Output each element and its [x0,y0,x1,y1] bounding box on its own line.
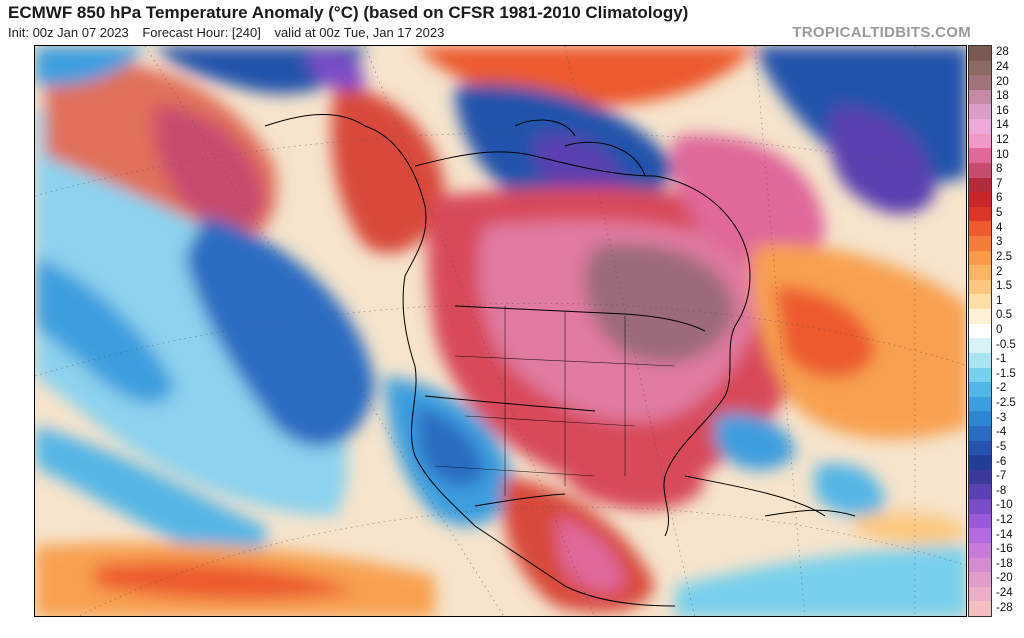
colorbar-swatch [969,162,991,178]
colorbar-swatch [969,221,991,237]
colorbar-label: 6 [996,192,1003,205]
colorbar-label: 5 [996,207,1003,220]
init-time: Init: 00z Jan 07 2023 [8,25,129,40]
anomaly-field [35,46,966,616]
colorbar-label: -4 [996,426,1007,439]
colorbar-label: 1.5 [996,280,1012,293]
colorbar-label: 18 [996,90,1009,103]
colorbar-swatch [969,46,991,61]
colorbar-label: -10 [996,499,1013,512]
colorbar-label: -16 [996,543,1013,556]
colorbar-swatch [969,352,991,368]
colorbar-label: -3 [996,411,1007,424]
colorbar-label: 16 [996,104,1009,117]
colorbar-swatch [969,601,991,617]
colorbar-label: -1 [996,353,1007,366]
header: ECMWF 850 hPa Temperature Anomaly (°C) (… [0,0,1024,46]
colorbar-label: 7 [996,177,1003,190]
colorbar-label: -7 [996,470,1007,483]
valid-time: valid at 00z Tue, Jan 17 2023 [274,25,445,40]
colorbar-swatch [969,484,991,500]
colorbar-label: 3 [996,236,1003,249]
colorbar-swatch [969,338,991,354]
colorbar-swatch [969,469,991,485]
site-watermark: TROPICALTIDBITS.COM [792,24,971,41]
colorbar-swatch [969,279,991,295]
map-title: ECMWF 850 hPa Temperature Anomaly (°C) (… [8,3,689,22]
colorbar-label: -12 [996,514,1013,526]
colorbar-swatch [969,557,991,573]
colorbar-swatch [969,426,991,441]
graticule [35,46,966,616]
colorbar-label: 1 [996,294,1003,307]
colorbar-swatch [969,60,991,76]
colorbar-label: 2 [996,265,1003,278]
colorbar-label: -0.5 [996,338,1016,351]
colorbar-swatch [969,382,991,398]
colorbar-label: 8 [996,163,1003,176]
colorbar-swatch [969,411,991,427]
colorbar-swatch [969,528,991,544]
colorbar-label: 24 [996,60,1009,73]
colorbar-swatch [969,206,991,222]
colorbar-label: 0.5 [996,309,1012,322]
colorbar-swatch [969,192,991,208]
colorbar-label: -24 [996,587,1013,600]
colorbar-swatch [969,89,991,105]
colorbar-label: -20 [996,572,1013,585]
colorbar-label: -2.5 [996,397,1016,410]
colorbar-swatch [969,323,991,339]
colorbar-label: -28 [996,601,1013,614]
colorbar-swatch [969,572,991,588]
colorbar-swatch [969,396,991,412]
colorbar-label: 10 [996,148,1009,161]
colorbar-swatch [969,250,991,266]
coastlines [264,114,856,607]
colorbar-swatch [969,440,991,456]
colorbar-swatch [969,133,991,149]
colorbar-swatch [969,309,991,325]
anomaly-shading [35,46,966,616]
colorbar-swatch [969,455,991,471]
colorbar-swatch [969,148,991,164]
colorbar-label: -1.5 [996,367,1016,380]
run-info: Init: 00z Jan 07 2023 Forecast Hour: [24… [8,25,454,40]
colorbar-label: -18 [996,557,1013,570]
colorbar-swatch [969,542,991,558]
colorbar-swatch [969,236,991,251]
colorbar-swatch [969,119,991,135]
colorbar-label: 4 [996,221,1003,234]
colorbar-label: 28 [996,46,1009,59]
colorbar-swatch [969,75,991,91]
colorbar-label: -5 [996,440,1007,453]
colorbar-swatch [969,294,991,310]
colorbar-label: -2 [996,382,1007,395]
colorbar-swatch [969,367,991,383]
colorbar-label: 2.5 [996,250,1012,263]
colorbar-swatch [969,586,991,602]
forecast-hour: Forecast Hour: [240] [142,25,261,40]
colorbar-label: 20 [996,75,1009,88]
colorbar-label: -6 [996,455,1007,468]
colorbar-label: 12 [996,134,1009,146]
colorbar-label: -14 [996,528,1013,541]
colorbar [968,45,992,617]
colorbar-label: 14 [996,119,1009,132]
colorbar-swatch [969,177,991,193]
colorbar-swatch [969,104,991,120]
colorbar-swatch [969,265,991,281]
colorbar-label: 0 [996,324,1003,336]
colorbar-swatch [969,513,991,529]
state-borders [434,306,676,496]
colorbar-swatch [969,499,991,515]
anomaly-map [34,45,967,617]
colorbar-label: -8 [996,484,1007,497]
